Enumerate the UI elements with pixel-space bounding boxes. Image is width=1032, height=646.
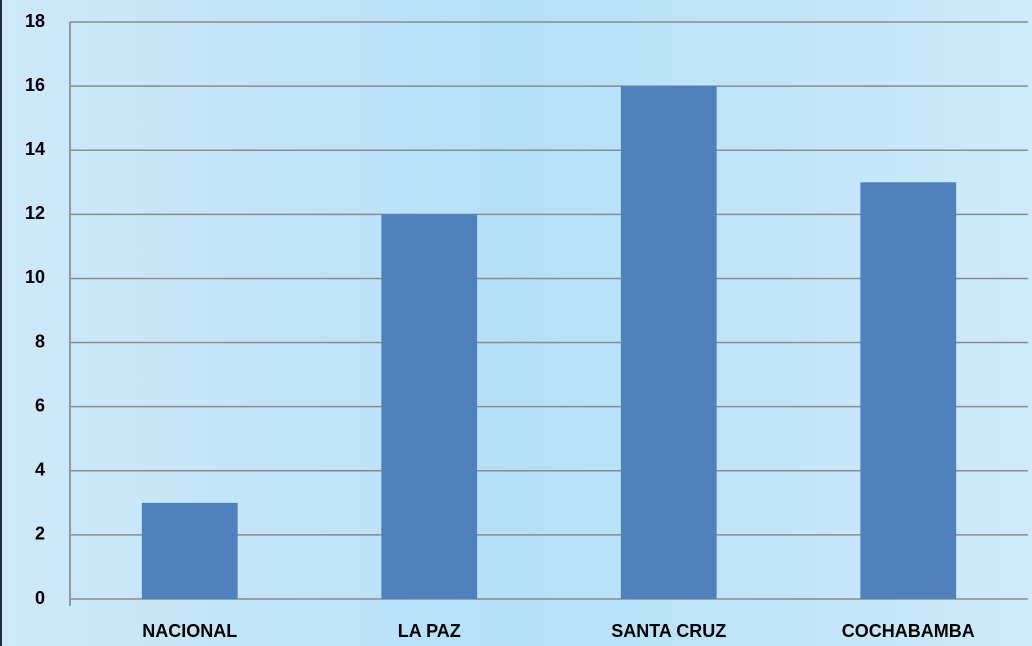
x-tick-label: NACIONAL — [142, 621, 237, 641]
y-tick-label: 2 — [35, 524, 45, 544]
y-tick-label: 4 — [35, 460, 45, 480]
y-tick-label: 16 — [25, 75, 45, 95]
bar — [141, 502, 238, 599]
y-tick-label: 12 — [25, 203, 45, 223]
y-tick-label: 6 — [35, 395, 45, 415]
y-tick-label: 14 — [25, 139, 45, 159]
bar — [381, 214, 478, 600]
y-tick-label: 10 — [25, 267, 45, 287]
y-tick-label: 8 — [35, 331, 45, 351]
bar — [620, 86, 717, 600]
x-tick-label: LA PAZ — [398, 621, 461, 641]
x-tick-label: COCHABAMBA — [842, 621, 975, 641]
bar — [860, 182, 957, 599]
y-tick-label: 0 — [35, 588, 45, 608]
x-tick-label: SANTA CRUZ — [611, 621, 726, 641]
y-tick-label: 18 — [25, 11, 45, 31]
